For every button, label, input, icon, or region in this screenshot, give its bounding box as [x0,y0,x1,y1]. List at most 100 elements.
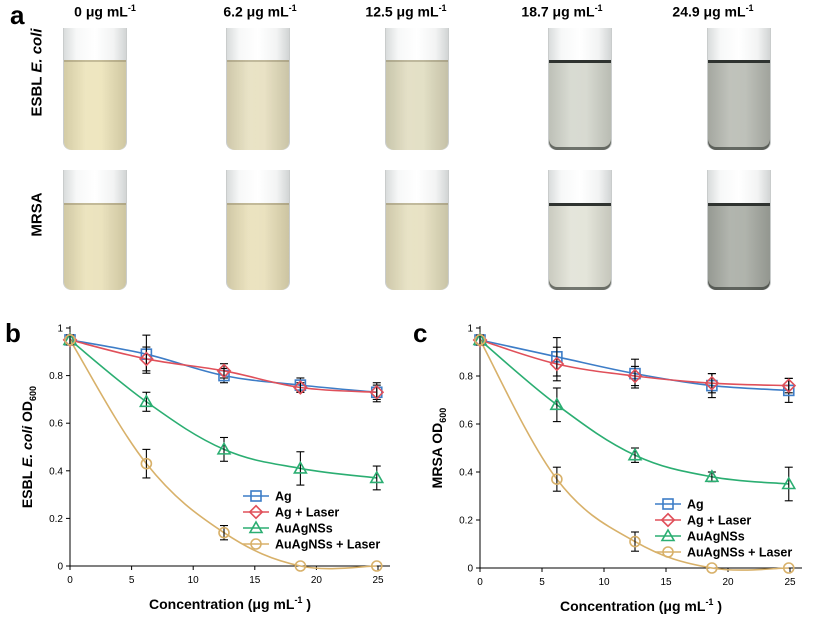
series-line [69,339,377,479]
x-tick-label: 0 [477,577,483,588]
data-point [293,380,308,395]
concentration-label: 18.7 μg mL-1 [521,3,603,20]
data-point [216,441,232,455]
legend-item: AuAgNSs + Laser [655,546,792,560]
y-tick-label: 0.2 [49,514,63,525]
legend-item: Ag [655,498,704,512]
y-axis-label: MRSA OD600 [429,408,448,489]
error-bar [552,346,561,382]
error-bar [552,466,561,492]
y-axis-label: ESBL E. coli OD600 [19,386,38,508]
legend-label: AuAgNSs [275,522,333,536]
y-tick-label: 0.4 [49,466,63,477]
data-point [704,469,720,483]
y-tick-label: 0 [57,562,63,573]
series-line [479,339,789,392]
panel-label-b: b [5,318,21,348]
row-label-ecoli: ESBL E. coli [28,28,46,117]
tube-mrsa [707,170,771,290]
panel-label-a: a [10,0,25,30]
data-point [704,375,720,391]
x-tick-label: 25 [784,577,796,588]
data-point [706,562,718,574]
legend-item: Ag [243,490,292,504]
series-diamond [472,332,797,394]
x-tick-label: 0 [67,575,73,586]
legend: Ag Ag + Laser AuAgNSs AuAgNSs + Laser [243,490,380,552]
error-bar [552,387,561,423]
x-axis-label: Concentration (μg mL-1 ) [149,595,311,612]
tube-ecoli [548,28,612,150]
y-tick-label: 0.6 [49,419,63,430]
y-tick-label: 0 [467,564,473,575]
legend-label: Ag + Laser [687,514,751,528]
y-tick-label: 1 [467,324,473,335]
concentration-label: 24.9 μg mL-1 [672,3,754,20]
error-bar [142,346,151,372]
concentration-label: 6.2 μg mL-1 [223,3,297,20]
legend-item: Ag + Laser [243,504,339,520]
y-tick-label: 0.6 [459,420,473,431]
tube-ecoli [385,28,449,150]
error-bar [784,466,793,502]
legend: Ag Ag + Laser AuAgNSs AuAgNSs + Laser [655,498,792,560]
data-point [551,473,563,485]
legend-label: AuAgNSs + Laser [687,546,792,560]
error-bar [296,451,305,486]
data-point [216,363,232,379]
data-point [781,378,797,393]
x-tick-label: 10 [598,577,610,588]
y-tick-label: 0.8 [49,371,63,382]
tube-ecoli [226,28,290,150]
error-bar [142,448,151,479]
y-tick-label: 0.8 [459,372,473,383]
x-tick-label: 20 [311,575,323,586]
data-point [782,562,795,574]
data-point [293,460,308,474]
error-bar [296,382,305,393]
tube-ecoli [63,28,127,150]
x-tick-label: 15 [249,575,261,586]
tube-ecoli [707,28,771,150]
tube-mrsa [385,170,449,290]
row-label-mrsa: MRSA [28,192,46,237]
legend-label: Ag [687,498,704,512]
legend-item: AuAgNSs [655,528,745,544]
concentration-label: 12.5 μg mL-1 [365,3,447,20]
legend-item: AuAgNSs + Laser [243,538,380,552]
data-point [549,356,565,372]
tube-mrsa [63,170,127,290]
data-point [370,560,383,572]
series-diamond [62,332,385,400]
data-point [627,368,643,384]
series-line [479,339,789,485]
x-tick-label: 15 [660,577,672,588]
panel-label-c: c [413,318,428,348]
error-bar [631,531,639,552]
legend-label: Ag [275,490,292,504]
data-point [549,397,565,411]
x-tick-label: 10 [188,575,200,586]
series-circle [64,334,383,572]
error-bar [220,436,228,462]
y-tick-label: 1 [57,324,63,335]
series-circle [474,334,795,574]
x-tick-label: 25 [372,575,384,586]
data-point [474,334,486,346]
data-point [369,384,385,400]
x-tick-label: 5 [129,575,135,586]
x-tick-label: 5 [539,577,545,588]
legend-label: Ag + Laser [275,506,339,520]
legend-label: AuAgNSs + Laser [275,538,380,552]
legend-item: AuAgNSs [243,520,333,536]
y-tick-label: 0.4 [459,468,473,479]
legend-label: AuAgNSs [687,530,745,544]
data-point [294,560,307,572]
x-axis-label: Concentration (μg mL-1 ) [560,597,722,614]
data-point [140,457,153,470]
error-bar [372,465,381,491]
data-point [369,470,385,484]
data-point [64,334,76,346]
